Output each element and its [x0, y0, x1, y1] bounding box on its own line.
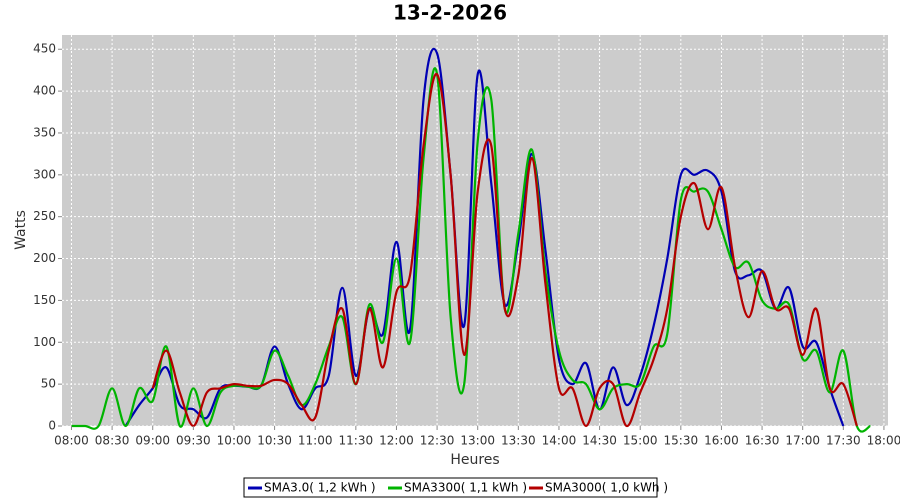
x-tick-label: 08:30	[95, 434, 130, 448]
legend-box	[243, 477, 658, 498]
x-tick-label: 13:00	[460, 434, 495, 448]
x-tick-label: 12:30	[420, 434, 455, 448]
y-tick-label: 100	[33, 335, 56, 349]
y-tick-label: 150	[33, 293, 56, 307]
x-tick-label: 15:30	[664, 434, 699, 448]
x-tick-label: 09:30	[176, 434, 211, 448]
legend-label: SMA3300( 1,1 kWh )	[404, 481, 527, 495]
chart-title: 13-2-2026	[393, 1, 507, 25]
series-line	[151, 73, 858, 428]
y-tick-label: 450	[33, 42, 56, 56]
x-tick-label: 16:30	[745, 434, 780, 448]
y-tick-label: 350	[33, 125, 56, 139]
x-tick-label: 08:00	[54, 434, 89, 448]
x-tick-label: 18:00	[867, 434, 900, 448]
x-tick-label: 10:30	[257, 434, 292, 448]
legend-label: SMA3.0( 1,2 kWh )	[264, 481, 376, 495]
x-tick-label: 10:00	[217, 434, 252, 448]
y-tick-label: 250	[33, 209, 56, 223]
y-tick-label: 50	[41, 377, 56, 391]
y-tick-label: 300	[33, 167, 56, 181]
x-tick-label: 14:30	[582, 434, 617, 448]
x-tick-label: 17:00	[785, 434, 820, 448]
x-tick-label: 12:00	[379, 434, 414, 448]
series-line	[71, 67, 871, 433]
x-tick-label: 13:30	[501, 434, 536, 448]
x-tick-label: 16:00	[704, 434, 739, 448]
y-tick-label: 400	[33, 84, 56, 98]
x-tick-label: 11:30	[339, 434, 374, 448]
y-axis-label: Watts	[13, 210, 29, 250]
y-tick-label: 0	[48, 419, 56, 433]
x-axis-label: Heures	[450, 452, 499, 468]
x-tick-label: 17:30	[826, 434, 861, 448]
y-tick-label: 200	[33, 251, 56, 265]
x-tick-label: 11:00	[298, 434, 333, 448]
legend-label: SMA3000( 1,0 kWh )	[545, 481, 668, 495]
x-tick-label: 09:00	[135, 434, 170, 448]
x-tick-label: 15:00	[623, 434, 658, 448]
x-tick-label: 14:00	[542, 434, 577, 448]
